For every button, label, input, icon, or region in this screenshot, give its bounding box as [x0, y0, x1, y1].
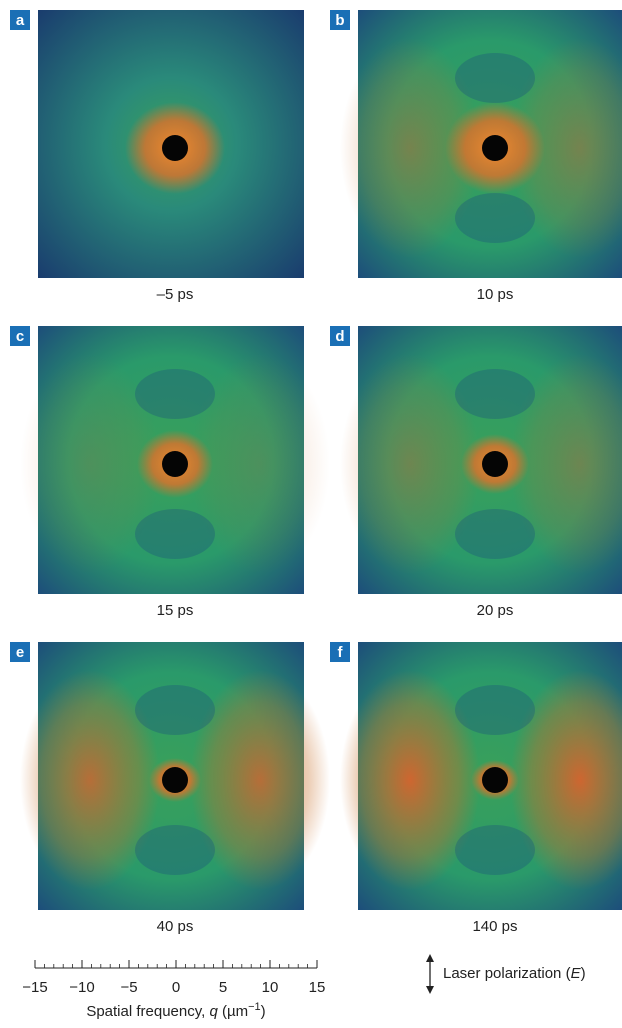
page: {"panels": [ {"label": "a", "caption": "… [0, 0, 622, 1028]
dark-band [455, 369, 535, 419]
beam-stop [162, 135, 188, 161]
legend-text-main: Laser polarization ( [443, 965, 571, 982]
panel-label: e [16, 644, 24, 661]
panel: b 10 ps [330, 10, 622, 303]
scale-label-close: ) [261, 1003, 266, 1020]
panel-caption: 140 ps [472, 918, 517, 935]
tick-label: −15 [22, 979, 47, 996]
scale-label-text: Spatial frequency, [86, 1003, 209, 1020]
panel-caption: 40 ps [157, 918, 194, 935]
dark-band [455, 193, 535, 243]
legend-close: ) [581, 965, 586, 982]
beam-stop [482, 767, 508, 793]
tick-label: 5 [219, 979, 227, 996]
panel-caption: 15 ps [157, 602, 194, 619]
dark-band [135, 509, 215, 559]
panel-label: b [335, 12, 344, 29]
figure: Spatial frequency, q (µm−1) −15 −10 −5 0 5 10… [0, 0, 622, 1023]
panel-caption: –5 ps [157, 286, 194, 303]
legend-text: Laser polarization (E) [443, 965, 586, 982]
panel-caption: 20 ps [477, 602, 514, 619]
dark-band [135, 825, 215, 875]
beam-stop [482, 135, 508, 161]
scale-label-unit: (µm [218, 1003, 248, 1020]
panel: d 20 ps [330, 326, 622, 619]
panel: a –5 ps [10, 10, 304, 303]
tick-label: −10 [69, 979, 94, 996]
panel-label: a [16, 12, 25, 29]
dark-band [455, 509, 535, 559]
scale-label: Spatial frequency, q (µm−1) [86, 1001, 265, 1020]
tick-label: −5 [120, 979, 137, 996]
dark-band [455, 825, 535, 875]
tick-label: 15 [309, 979, 326, 996]
panel: c 15 ps [10, 326, 330, 619]
tick-label: 10 [262, 979, 279, 996]
dark-band [135, 685, 215, 735]
scale-label-exponent: −1 [248, 1001, 261, 1013]
panel-label: d [335, 328, 344, 345]
legend: Laser polarization (E) [426, 954, 586, 994]
panel: e 40 ps [10, 642, 330, 935]
scale-bar: Spatial frequency, q (µm−1) −15 −10 −5 0 5 10… [22, 960, 325, 1020]
dark-band [135, 369, 215, 419]
beam-stop [162, 767, 188, 793]
dark-band [455, 685, 535, 735]
tick-label: 0 [172, 979, 180, 996]
dark-band [455, 53, 535, 103]
beam-stop [162, 451, 188, 477]
panel-caption: 10 ps [477, 286, 514, 303]
beam-stop [482, 451, 508, 477]
panel-label: c [16, 328, 24, 345]
